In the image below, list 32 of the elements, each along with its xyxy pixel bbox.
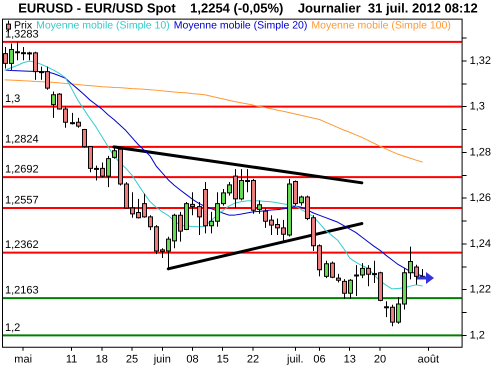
text: Moyenne mobile (Simple 20) (174, 20, 308, 32)
x-tick-label: 25 (126, 353, 138, 366)
x-tick-label: 13 (344, 353, 356, 366)
y-tick-label: 1,26 (470, 192, 492, 204)
y-tick-label: 1,3 (470, 100, 485, 113)
x-tick-label: juil. (286, 353, 304, 366)
text: Moyenne mobile (Simple 10) (36, 20, 170, 32)
x-tick-label: 11 (66, 353, 78, 366)
x-tick-label: 22 (246, 353, 260, 366)
y-tick-label: 1,2 (470, 329, 485, 342)
x-tick-label: août (418, 353, 440, 366)
y-tick-label: 1,22 (470, 284, 492, 296)
x-tick-label: 18 (96, 353, 108, 366)
ref-line-label: 1,2692 (5, 164, 39, 176)
ref-line-label: 1,3 (5, 93, 20, 106)
x-tick-label: 08 (186, 353, 199, 366)
x-tick-label: juin (152, 353, 171, 366)
ref-line-label: 1,2163 (5, 284, 39, 297)
x-tick-label: 06 (313, 353, 326, 366)
chart-title: EURUSD - EUR/USD Spot 1,2254 (-0,05%) Journalier 31 juil. 2012 08:12 (18, 0, 478, 16)
y-tick-label: 1,24 (470, 238, 492, 250)
ref-line-label: 1,2824 (5, 133, 39, 146)
ref-line-label: 1,2362 (5, 239, 39, 252)
x-tick-label: 20 (374, 353, 386, 366)
ref-line-label: 1,2 (5, 322, 20, 334)
y-tick-label: 1,28 (470, 146, 492, 158)
text: Moyenne mobile (Simple 100) (311, 20, 451, 32)
x-tick-label: mai (14, 353, 32, 366)
ref-line-label: 1,2557 (5, 194, 39, 207)
y-tick-label: 1,32 (470, 54, 492, 67)
x-tick-label: 15 (216, 353, 229, 366)
ref-line-label: 1,3283 (5, 28, 39, 40)
